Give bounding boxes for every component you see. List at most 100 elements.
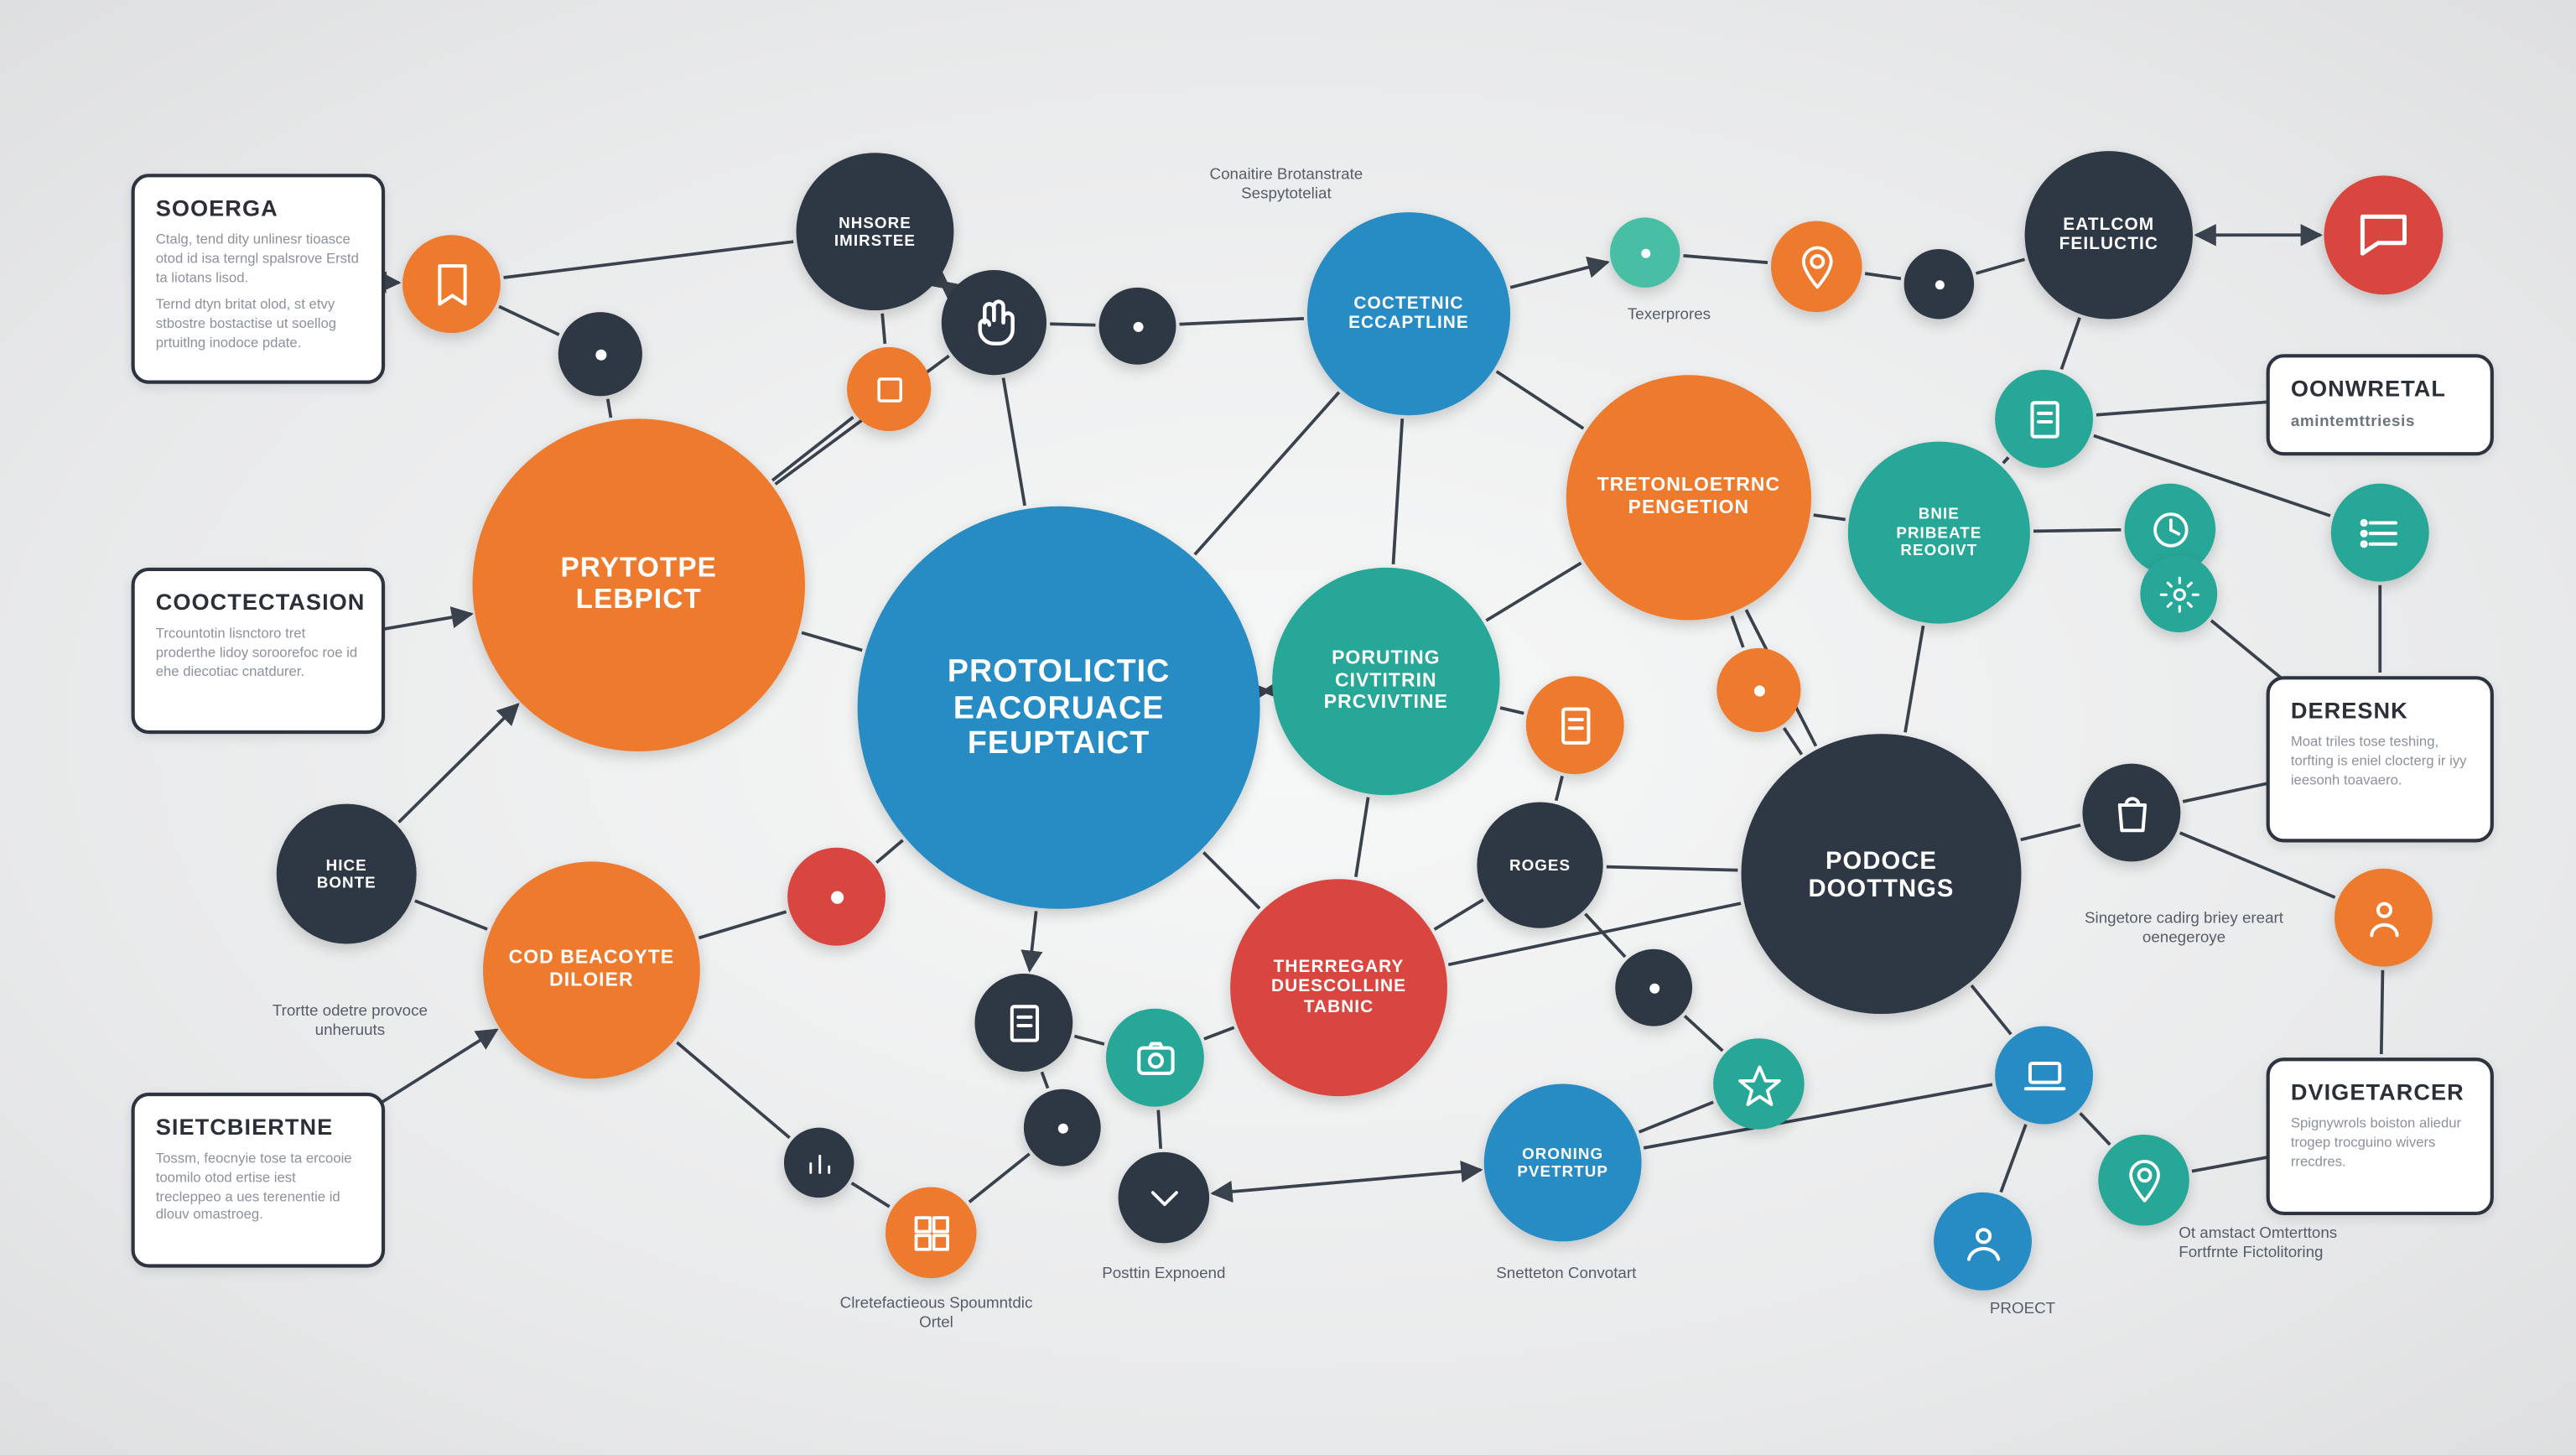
edge <box>2381 970 2383 1054</box>
edge <box>2061 317 2080 369</box>
bookmark-icon <box>413 246 491 323</box>
edge <box>1356 797 1368 876</box>
icon-node-i_nav8 <box>784 1127 854 1197</box>
node-label: EATLCOM FEILUCTIC <box>2059 215 2158 255</box>
icon-node-i_bl2 <box>1934 1193 2032 1291</box>
person-icon <box>2345 879 2423 956</box>
edge <box>608 398 611 417</box>
edge <box>1685 1016 1722 1050</box>
caption-l_mid3: Snetteton Convotart <box>1462 1264 1671 1283</box>
icon-node-i_red1 <box>2324 175 2443 294</box>
node-label: PORUTING CIVTITRIN PRCVIVTINE <box>1324 648 1448 715</box>
icon-node-i_tl6 <box>1106 1008 1204 1106</box>
doc-icon <box>1536 686 1613 763</box>
hand-icon <box>952 280 1036 364</box>
dot-icon <box>1626 959 1682 1016</box>
node-n_poruting: PORUTING CIVTITRIN PRCVIVTINE <box>1272 568 1499 795</box>
square-icon <box>858 357 921 420</box>
node-label: PODOCE DOOTTNGS <box>1809 845 1955 902</box>
caption-l_mid1: Clretefactieous Spoumntdic Ortel <box>831 1294 1041 1333</box>
caption-l_proect: PROECT <box>1990 1299 2095 1318</box>
icon-node-i_tl7 <box>1713 1038 1805 1130</box>
edge <box>1180 319 1304 325</box>
icon-node-i_tl2 <box>1995 370 2093 468</box>
card-title: DVIGETARCER <box>2291 1078 2470 1104</box>
dot-icon <box>798 858 875 935</box>
card-text: Ctalg, tend dity unlinesr tioasce otod i… <box>156 231 361 288</box>
edge <box>1644 1084 1992 1148</box>
node-label: PRYTOTPE LEBPICT <box>560 553 716 617</box>
node-n_hice: HICE BONTE <box>277 803 417 943</box>
profile-icon <box>1945 1203 2022 1280</box>
gear-icon <box>2151 565 2207 621</box>
edge <box>1204 1027 1234 1039</box>
card-title: SOOERGA <box>156 195 361 221</box>
dot-icon <box>1914 259 1963 308</box>
edge <box>1435 900 1483 929</box>
edge <box>772 417 853 480</box>
edge <box>1639 1102 1714 1132</box>
icon-node-i_nav5 <box>2082 763 2180 861</box>
edge <box>1213 1170 1481 1193</box>
node-n_therreg: THERREGARY DUESCOLLINE TABNIC <box>1230 879 1447 1096</box>
star-icon <box>1724 1048 1794 1118</box>
icon-node-i_nav7 <box>1024 1089 1101 1166</box>
edge <box>1556 776 1562 800</box>
edge <box>882 314 885 344</box>
icon-node-i_bl1 <box>1995 1026 2093 1124</box>
icon-node-i_nav1 <box>558 312 642 396</box>
edge <box>504 242 794 278</box>
pin-icon <box>1782 231 1852 301</box>
edge <box>677 1042 789 1138</box>
edge <box>1510 262 1607 287</box>
icon-node-i_nav2 <box>942 270 1046 375</box>
caption-l_right2: Ot amstact Omterttons Fortfrnte Fictolit… <box>2179 1224 2388 1263</box>
icon-node-i_or3 <box>1771 221 1862 312</box>
icon-node-i_tl5 <box>2331 483 2429 581</box>
edge <box>1003 377 1025 505</box>
doc-icon <box>985 984 1062 1061</box>
edge <box>2080 1113 2111 1144</box>
node-label: THERREGARY DUESCOLLINE TABNIC <box>1271 957 1406 1017</box>
dot-icon <box>1621 228 1670 277</box>
card-title: DERESNK <box>2291 697 2470 723</box>
node-n_podoce: PODOCE DOOTTNGS <box>1742 734 2022 1014</box>
icon-node-i_nav10 <box>1615 948 1692 1026</box>
node-n_prytotpe: PRYTOTPE LEBPICT <box>472 418 805 751</box>
caption-l_top1: Conaitire Brotanstrate Sespytoteliat <box>1182 165 1391 205</box>
node-n_erlcom: EATLCOM FEILUCTIC <box>2025 151 2193 319</box>
card-title: SIETCBIERTNE <box>156 1114 361 1140</box>
edge <box>415 901 487 929</box>
card-c_ste: SIETCBIERTNE Tossm, feocnyie tose ta erco… <box>132 1093 386 1268</box>
dot-icon <box>1034 1099 1090 1156</box>
card-title: COOCTECTASION <box>156 589 361 615</box>
card-text: Tossm, feocnyie tose ta ercooie toomilo … <box>156 1150 361 1225</box>
node-n_oroning: ORONING PVETRTUP <box>1484 1083 1642 1241</box>
card-title: OONWRETAL <box>2291 375 2470 401</box>
icon-node-i_or1 <box>402 235 501 333</box>
dot-icon <box>569 322 631 385</box>
caption-l_mid2: Posttin Expnoend <box>1059 1264 1269 1283</box>
icon-node-i_nav6 <box>974 974 1072 1072</box>
chevron-icon <box>1129 1162 1198 1232</box>
node-n_bnie: BNIE PRIBEATE REOOIVT <box>1848 441 2030 623</box>
edge <box>802 632 862 650</box>
node-label: ORONING PVETRTUP <box>1517 1145 1608 1181</box>
node-label: TRETONLOETRNC PENGETION <box>1597 475 1780 520</box>
card-c_soo: SOOERGA Ctalg, tend dity unlinesr tioasce… <box>132 174 386 383</box>
edge <box>1971 985 2011 1034</box>
card-c_dvi: DVIGETARCERSpignywrols boiston aliedur t… <box>2267 1057 2494 1215</box>
icon-node-i_nav4 <box>1904 249 1974 319</box>
edge <box>1814 515 1846 519</box>
caption-l_top2: Texerprores <box>1628 304 1785 324</box>
node-label: BNIE PRIBEATE REOOIVT <box>1896 505 1981 559</box>
card-text: Ternd dtyn britat olod, st etvy stbostre… <box>156 297 361 354</box>
card-c_coc: COOCTECTASIONTrcountotin lisnctoro tret … <box>132 568 386 734</box>
edge <box>399 704 518 822</box>
node-n_tretolo: TRETONLOETRNC PENGETION <box>1566 375 1811 620</box>
card-text: Moat triles tose teshing, torfting is en… <box>2291 734 2470 791</box>
icon-node-i_nav3 <box>1099 288 1176 365</box>
icon-node-i_tl4 <box>2140 555 2217 632</box>
node-label: COD BEACOYTE DILOIER <box>509 948 674 992</box>
chat-icon <box>2334 186 2433 284</box>
